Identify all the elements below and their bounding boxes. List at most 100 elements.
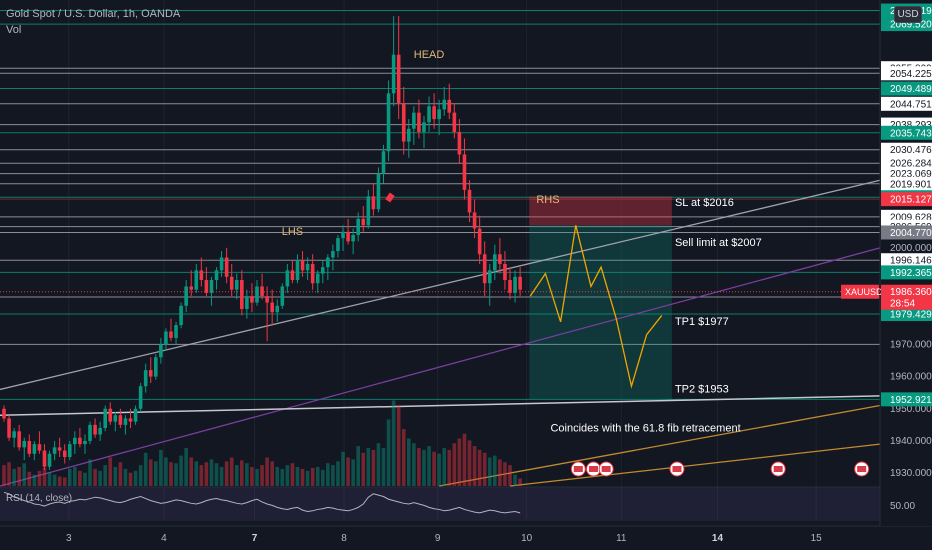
annotation-label: Sell limit at $2007 <box>675 237 762 249</box>
volume-bar <box>341 451 345 486</box>
volume-bar <box>280 468 285 486</box>
volume-bar <box>290 463 295 486</box>
candle-body <box>194 270 199 290</box>
volume-bar <box>154 461 158 486</box>
volume-bar <box>73 467 77 486</box>
candle-body <box>386 93 391 152</box>
candle-body <box>7 418 11 438</box>
candle-body <box>391 54 396 94</box>
price-level-label: 2069.520 <box>890 20 932 31</box>
price-level-label: 2015.127 <box>890 195 932 206</box>
price-level-label: 2054.225 <box>890 69 932 80</box>
candle-body <box>346 231 350 242</box>
price-level-tag <box>881 307 932 322</box>
price-level-label: 1952.921 <box>890 395 932 406</box>
time-axis-label: 15 <box>811 533 823 544</box>
price-level-tag <box>881 176 932 191</box>
volume-bar <box>12 468 16 486</box>
volume-bar <box>498 459 502 486</box>
candle-body <box>290 270 295 281</box>
annotation-label: TP2 $1953 <box>675 384 729 396</box>
candle-body <box>295 260 300 281</box>
candle-body <box>351 234 355 242</box>
price-level-label: 2038.293 <box>890 120 932 131</box>
candle-body <box>128 418 133 422</box>
candle-body <box>310 263 315 284</box>
candle-body <box>361 218 366 226</box>
volume-bar <box>432 451 436 486</box>
event-flag-icon-stripe <box>573 466 583 472</box>
volume-bar <box>67 468 72 486</box>
volume-bar <box>194 461 199 486</box>
candle-body <box>300 260 305 271</box>
candle-body <box>447 99 452 113</box>
volume-bar <box>240 460 244 486</box>
annotation-label: LHS <box>282 226 303 238</box>
volume-bar <box>376 443 381 486</box>
volume-bar <box>128 472 133 486</box>
candle-body <box>280 286 285 306</box>
price-level-tag <box>881 125 932 140</box>
candle-body <box>12 431 16 438</box>
volume-bar <box>351 459 355 486</box>
volume-bar <box>346 457 350 486</box>
candle-body <box>407 128 411 142</box>
price-level-tag <box>881 142 932 157</box>
candle-body <box>93 424 97 435</box>
volume-bar <box>493 455 497 486</box>
volume-bar <box>229 457 234 486</box>
candle-body <box>487 270 492 284</box>
price-level-tag <box>881 81 932 96</box>
volume-bar <box>133 470 138 486</box>
volume-bar <box>2 465 6 486</box>
rsi-level-label: 50.00 <box>890 501 915 512</box>
candle-body <box>32 444 37 454</box>
price-axis-label: 1950.000 <box>890 404 932 415</box>
countdown-label: 28:54 <box>890 299 915 310</box>
fib-trendline-lower <box>509 443 881 487</box>
candle-body <box>250 296 254 303</box>
volume-bar <box>204 462 209 486</box>
volume-bar <box>88 459 92 486</box>
volume-bar <box>174 463 178 486</box>
volume-bar <box>260 465 264 486</box>
currency-button[interactable]: USD <box>894 6 922 23</box>
volume-bar <box>482 452 487 486</box>
volume-bar <box>320 469 325 486</box>
rsi-line <box>3 491 521 514</box>
volume-bar <box>467 440 472 486</box>
volume-bar <box>437 453 441 486</box>
time-axis-label: 4 <box>161 533 167 544</box>
current-price-tag <box>881 284 932 310</box>
volume-bar <box>396 405 401 486</box>
candle-body <box>493 254 497 271</box>
volume-bar <box>245 463 249 486</box>
candle-body <box>118 415 123 425</box>
candle-body <box>229 276 234 290</box>
volume-bar <box>159 449 163 486</box>
candle-body <box>432 106 436 120</box>
volume-bar <box>275 467 280 486</box>
volume-bar <box>285 465 290 486</box>
candle-body <box>17 431 21 448</box>
candle-body <box>245 296 249 309</box>
volume-bar <box>169 462 173 486</box>
volume-bar <box>442 448 447 486</box>
rsi-label: RSI (14, close) <box>6 493 73 504</box>
candle-body <box>27 440 32 454</box>
volume-bar <box>22 463 27 486</box>
volume-bar <box>407 438 411 486</box>
candle-body <box>123 418 128 425</box>
candle-body <box>67 444 72 458</box>
volume-bar <box>331 465 335 486</box>
price-level-tag <box>881 225 932 240</box>
event-flag-icon-stripe <box>773 466 783 472</box>
volume-bar <box>138 465 143 486</box>
candle-body <box>37 444 42 451</box>
candle-body <box>62 450 67 458</box>
price-level-tag <box>881 192 932 207</box>
candle-body <box>331 251 335 258</box>
price-level-label: 2049.489 <box>890 84 932 95</box>
volume-bar <box>412 443 416 486</box>
